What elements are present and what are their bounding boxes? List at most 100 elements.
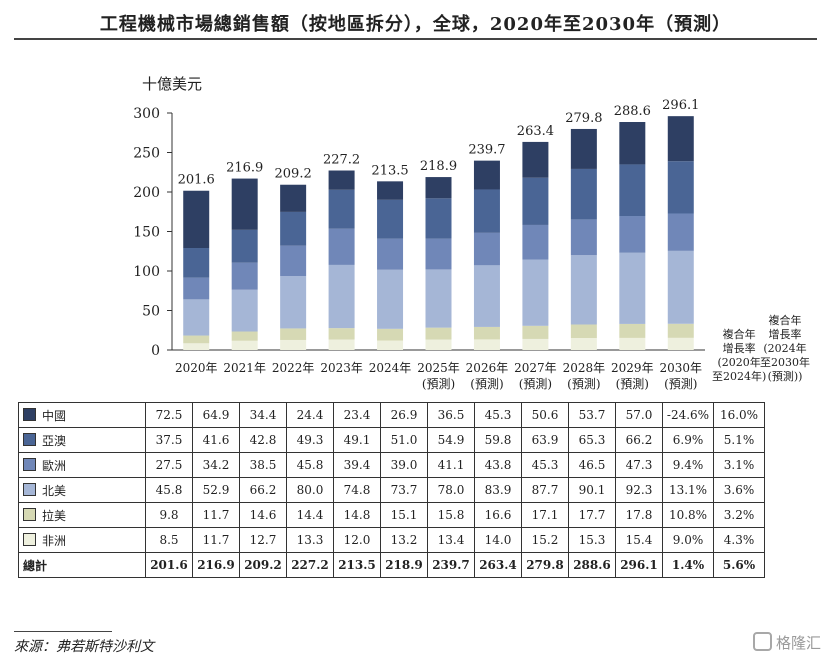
series-name: 亞澳 — [42, 433, 67, 448]
total-cell: 239.7 — [427, 552, 475, 578]
bar-segment — [231, 178, 258, 230]
table-cell: 9.8 — [145, 502, 193, 528]
bar-segment — [280, 245, 307, 277]
table-cell: 50.6 — [521, 402, 569, 428]
table-row: 歐洲 27.5 34.2 38.5 45.8 39.4 39.0 41.1 43.8 45.3 46… — [18, 452, 765, 478]
total-cell: 216.9 — [192, 552, 240, 578]
table-cell: 34.2 — [192, 452, 240, 478]
series-name: 歐洲 — [42, 458, 67, 473]
x-tick-label: (預測) — [616, 377, 649, 391]
table-cell: 37.5 — [145, 427, 193, 453]
table-cell: 17.1 — [521, 502, 569, 528]
cagr-header-line: (2024年 — [763, 342, 807, 355]
legend-swatch — [23, 432, 36, 446]
table-cell: 83.9 — [474, 477, 522, 503]
bar-segment — [619, 164, 646, 217]
bar-segment — [183, 299, 210, 336]
cagr-header-line: (2020年 — [717, 356, 761, 369]
table-cell: 14.4 — [286, 502, 334, 528]
bar-segment — [231, 262, 258, 290]
series-name: 拉美 — [42, 508, 67, 523]
stacked-bar-chart: 0 50 100 150 200 250 300 十億美元 201.6 2020年 216.9 202… — [133, 75, 705, 391]
table-cell: 65.3 — [568, 427, 616, 453]
watermark-logo-icon — [752, 632, 772, 651]
page-title: 工程機械市場總銷售額（按地區拆分），全球，2020年至2030年（預測） — [99, 14, 732, 35]
table-cell: 72.5 — [145, 402, 193, 428]
table-cell: 14.8 — [333, 502, 381, 528]
table-cell: 80.0 — [286, 477, 334, 503]
bar-total-label: 216.9 — [226, 161, 263, 176]
bar-segment — [425, 238, 452, 270]
total-label: 總計 — [18, 552, 146, 578]
table-cell: 42.8 — [239, 427, 287, 453]
table-cell: 15.4 — [615, 527, 663, 553]
bar-segment — [280, 276, 307, 329]
series-name: 中國 — [42, 408, 67, 423]
table-cell: 66.2 — [615, 427, 663, 453]
cagr-header-line: 複合年 — [768, 314, 802, 327]
watermark-text: 格隆汇 — [775, 634, 821, 652]
bar-total-label: 263.4 — [517, 124, 554, 139]
bar-segment — [619, 323, 646, 338]
bar-total-label: 239.7 — [468, 143, 505, 158]
legend-swatch — [23, 407, 36, 421]
table-cell: 51.0 — [380, 427, 428, 453]
table-cell: 12.7 — [239, 527, 287, 553]
bar-segment — [280, 328, 307, 340]
bar-segment — [667, 250, 694, 324]
series-label: 中國 — [18, 402, 146, 428]
bar-segment — [183, 335, 210, 344]
y-axis-label: 十億美元 — [142, 75, 202, 93]
bar-segment — [667, 161, 694, 214]
table-cell: 52.9 — [192, 477, 240, 503]
table-cell: 49.3 — [286, 427, 334, 453]
cagr-header-2020-2024: 複合年 增長率 (2020年 至2024年) — [712, 328, 766, 384]
legend-swatch — [23, 482, 36, 496]
total-row: 總計 201.6 216.9 209.2 227.2 213.5 218.9 239.7 263… — [18, 552, 765, 578]
bar-segment — [570, 219, 597, 256]
bar-segment — [377, 328, 404, 341]
source-rule — [14, 631, 112, 632]
bar-segment — [425, 327, 452, 340]
bar-segment — [231, 331, 258, 341]
bar-segment — [280, 211, 307, 246]
table-cell: 15.2 — [521, 527, 569, 553]
table-cell: 11.7 — [192, 502, 240, 528]
x-tick-label: (預測) — [664, 377, 697, 391]
bar-segment — [570, 168, 597, 220]
series-name: 北美 — [42, 483, 67, 498]
legend-swatch — [23, 507, 36, 521]
table-cell: 46.5 — [568, 452, 616, 478]
table-cell: 36.5 — [427, 402, 475, 428]
table-cell: 8.5 — [145, 527, 193, 553]
x-tick-label: 2021年 — [223, 361, 266, 375]
bar-segment — [231, 289, 258, 332]
series-label: 非洲 — [18, 527, 146, 553]
table-cell: 27.5 — [145, 452, 193, 478]
total-cell: 227.2 — [286, 552, 334, 578]
table-row: 北美 45.8 52.9 66.2 80.0 74.8 73.7 78.0 83.9 87.7 90… — [18, 477, 765, 503]
table-cell: 54.9 — [427, 427, 475, 453]
bar-segment — [473, 160, 500, 190]
total-cell: 296.1 — [615, 552, 663, 578]
table-cell: 38.5 — [239, 452, 287, 478]
x-tick-label: (預測) — [519, 377, 552, 391]
cagr-cell: 9.4% — [662, 452, 714, 478]
title-rule — [14, 38, 817, 40]
bar-segment — [231, 340, 258, 350]
table-cell: 92.3 — [615, 477, 663, 503]
bar-segment — [425, 177, 452, 199]
series-label: 歐洲 — [18, 452, 146, 478]
cagr-cell: 13.1% — [662, 477, 714, 503]
bar-segment — [473, 326, 500, 340]
table-cell: 73.7 — [380, 477, 428, 503]
bar-total-label: 227.2 — [323, 153, 360, 168]
bar-total-label: 209.2 — [275, 167, 312, 182]
table-cell: 87.7 — [521, 477, 569, 503]
bar-segment — [328, 189, 355, 229]
x-tick-label: 2030年 — [659, 361, 702, 375]
bar-segment — [280, 184, 307, 212]
series-name: 非洲 — [42, 533, 67, 548]
total-cell: 218.9 — [380, 552, 428, 578]
table-cell: 90.1 — [568, 477, 616, 503]
